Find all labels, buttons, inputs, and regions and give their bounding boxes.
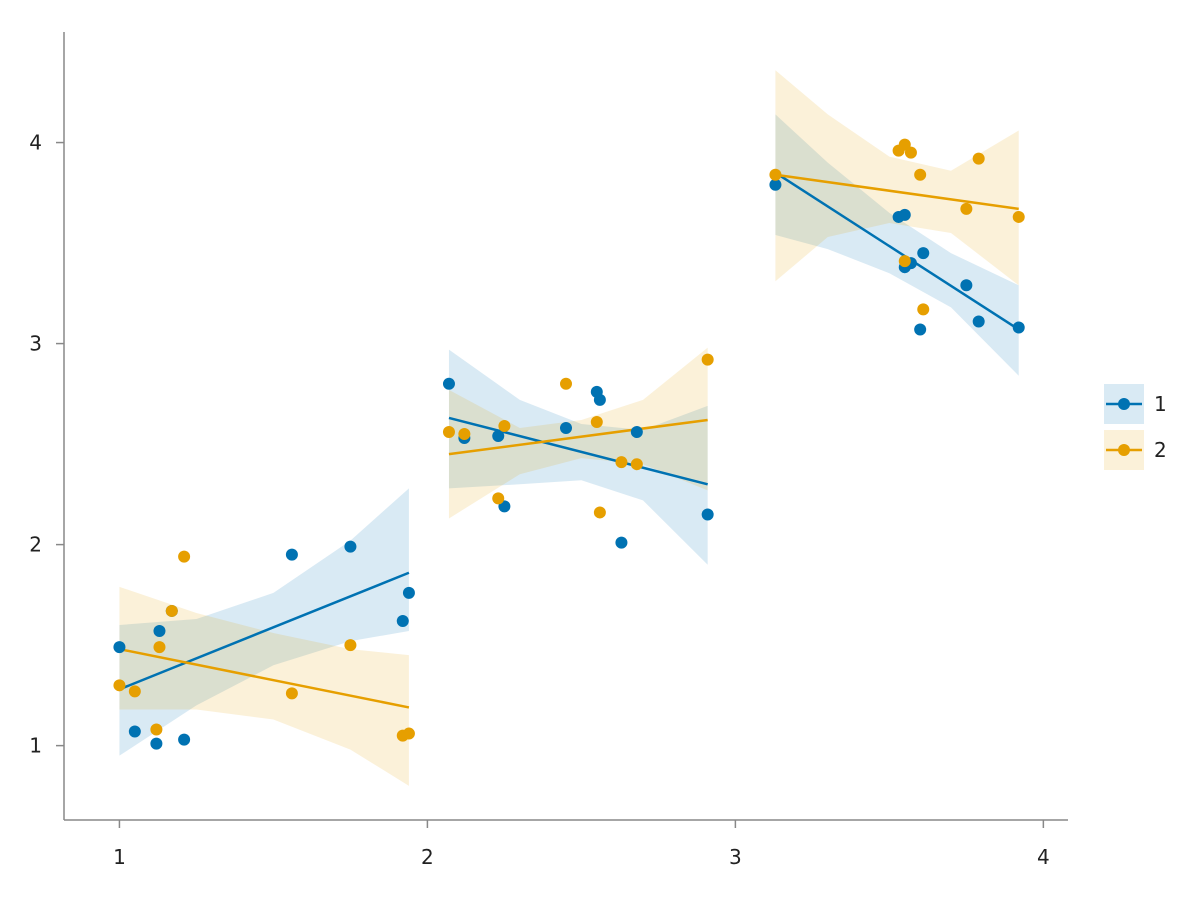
data-point-series-1 [560, 422, 572, 435]
data-point-series-1 [917, 247, 930, 260]
data-point-series-2 [701, 353, 714, 366]
data-point-series-1 [285, 548, 298, 561]
data-point-series-2 [615, 456, 628, 469]
fit-line-series-1-group-3 [774, 171, 1020, 331]
data-point-series-2 [498, 420, 511, 432]
fit-line-series-1-group-2 [448, 416, 708, 486]
data-point-series-2 [153, 641, 166, 654]
x-tick-label: 3 [729, 845, 742, 869]
data-point-series-2 [593, 506, 606, 519]
data-point-series-2 [442, 426, 455, 439]
data-point-series-1 [178, 733, 191, 746]
data-point-series-2 [492, 492, 505, 505]
data-point-series-2 [769, 168, 782, 181]
data-point-series-1 [701, 508, 714, 521]
x-tick-label: 4 [1037, 845, 1050, 869]
data-point-series-1 [898, 208, 911, 221]
data-point-series-2 [285, 687, 298, 700]
data-point-series-2 [128, 685, 141, 698]
data-point-series-1 [442, 377, 455, 390]
confidence-band-series-1-group-1 [119, 488, 409, 756]
fit-line-series-1-group-1 [118, 571, 410, 691]
data-point-series-2 [165, 604, 178, 617]
data-point-series-1 [153, 625, 166, 638]
regression-lines [118, 171, 1020, 709]
x-ticks: 1 2 3 4 [113, 820, 1050, 869]
confidence-band-series-1-group-2 [448, 349, 708, 565]
y-tick-label: 4 [29, 131, 42, 155]
y-ticks: 1 2 3 4 [29, 131, 64, 758]
data-point-series-2 [917, 303, 930, 316]
y-tick-label: 2 [29, 533, 42, 557]
data-point-series-2 [178, 550, 191, 563]
y-tick-label: 3 [29, 332, 42, 356]
data-point-series-2 [402, 727, 415, 740]
data-point-series-1 [630, 426, 643, 439]
data-point-series-1 [1012, 321, 1025, 334]
data-point-series-2 [113, 679, 126, 692]
data-point-series-2 [630, 458, 643, 471]
data-point-series-1 [150, 737, 163, 750]
data-point-series-1 [593, 393, 606, 406]
legend-label-2: 2 [1154, 438, 1167, 462]
data-point-series-2 [150, 723, 163, 736]
confidence-band-series-2-group-1 [119, 586, 409, 786]
confidence-band-series-2-group-2 [448, 347, 708, 519]
data-point-series-1 [128, 725, 141, 738]
data-point-series-1 [492, 430, 505, 443]
data-point-series-1 [914, 323, 927, 336]
legend-label-1: 1 [1154, 392, 1167, 416]
data-point-series-1 [344, 540, 357, 553]
data-point-series-2 [560, 377, 572, 390]
axes [63, 32, 1068, 821]
legend: 12 [1104, 384, 1167, 470]
x-tick-label: 1 [113, 845, 126, 869]
data-point-series-2 [898, 255, 911, 268]
data-points [113, 138, 1025, 750]
fit-line-series-2-group-1 [119, 647, 410, 709]
data-point-series-1 [960, 279, 973, 292]
data-point-series-2 [1012, 210, 1025, 223]
data-point-series-1 [113, 641, 126, 654]
data-point-series-2 [590, 415, 603, 428]
confidence-band-series-1-group-3 [775, 114, 1019, 376]
data-point-series-1 [615, 536, 628, 549]
data-point-series-2 [904, 146, 917, 159]
x-tick-label: 2 [421, 845, 434, 869]
confidence-bands [119, 70, 1019, 786]
data-point-series-2 [960, 202, 973, 215]
fit-line-series-2-group-3 [775, 173, 1019, 211]
confidence-band-series-2-group-3 [775, 70, 1019, 286]
data-point-series-2 [458, 428, 471, 441]
data-point-series-1 [402, 586, 415, 599]
data-point-series-1 [396, 614, 409, 627]
fit-line-series-2-group-2 [448, 418, 708, 456]
legend-marker-2 [1118, 444, 1130, 456]
data-point-series-2 [344, 639, 357, 652]
data-point-series-2 [972, 152, 985, 165]
data-point-series-1 [769, 178, 782, 191]
data-point-series-2 [914, 168, 927, 181]
legend-marker-1 [1118, 398, 1130, 410]
data-point-series-1 [972, 315, 985, 328]
y-tick-label: 1 [29, 734, 42, 758]
